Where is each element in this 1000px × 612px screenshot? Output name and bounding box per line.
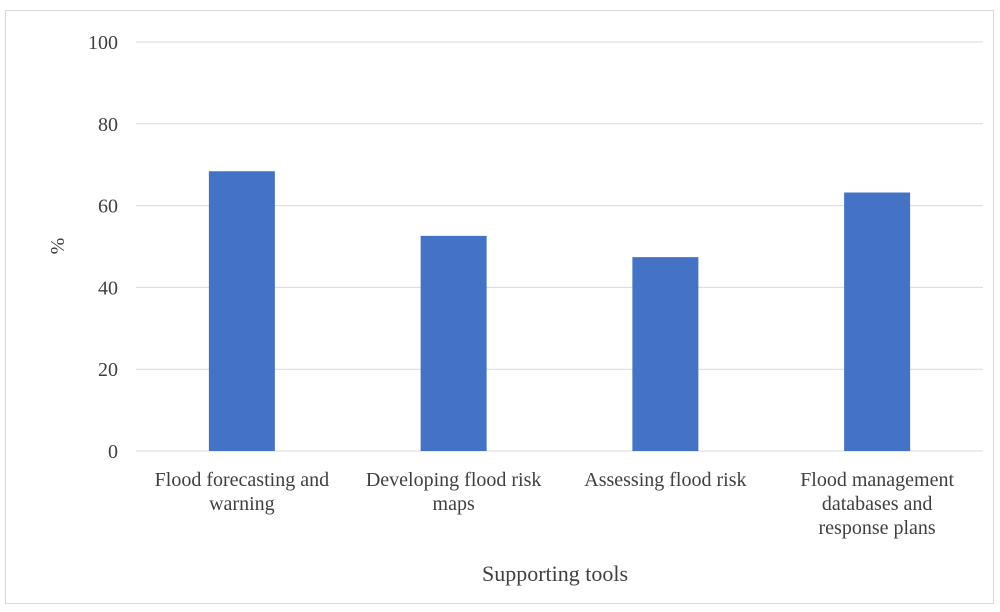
bars <box>208 171 911 451</box>
bar <box>208 171 275 451</box>
y-tick-label: 0 <box>108 441 118 463</box>
x-tick-label-line: maps <box>433 493 475 515</box>
x-tick-label: Flood forecasting and warning <box>155 469 329 515</box>
bar <box>420 235 487 451</box>
y-tick-label: 100 <box>88 32 118 54</box>
x-tick-label-line: warning <box>209 493 275 515</box>
x-axis-label: Supporting tools <box>482 561 628 586</box>
x-tick-label-line: Flood management <box>800 469 954 491</box>
x-tick-label-line: Assessing flood risk <box>584 469 746 491</box>
bar <box>632 257 699 451</box>
x-tick-label: Flood management databases and response pl… <box>800 469 954 539</box>
bar <box>844 192 911 451</box>
y-tick-label: 60 <box>98 196 118 218</box>
y-tick-label: 40 <box>98 277 118 299</box>
x-tick-label-line: Developing flood risk <box>366 469 542 491</box>
x-tick-label: Assessing flood risk <box>584 469 746 491</box>
gridlines <box>136 41 983 452</box>
x-tick-label: Developing flood risk maps <box>366 469 542 515</box>
y-tick-label: 20 <box>98 359 118 381</box>
y-tick-label: 80 <box>98 114 118 136</box>
chart-frame <box>5 10 994 604</box>
x-tick-label-line: databases and <box>822 493 933 515</box>
x-axis-ticks: Flood forecasting and warning Developing f… <box>155 469 955 539</box>
x-tick-label-line: Flood forecasting and <box>155 469 329 491</box>
y-axis-ticks: 0 20 40 60 80 100 <box>88 32 118 463</box>
x-tick-label-line: response plans <box>819 517 936 539</box>
y-axis-label: % <box>47 238 69 255</box>
